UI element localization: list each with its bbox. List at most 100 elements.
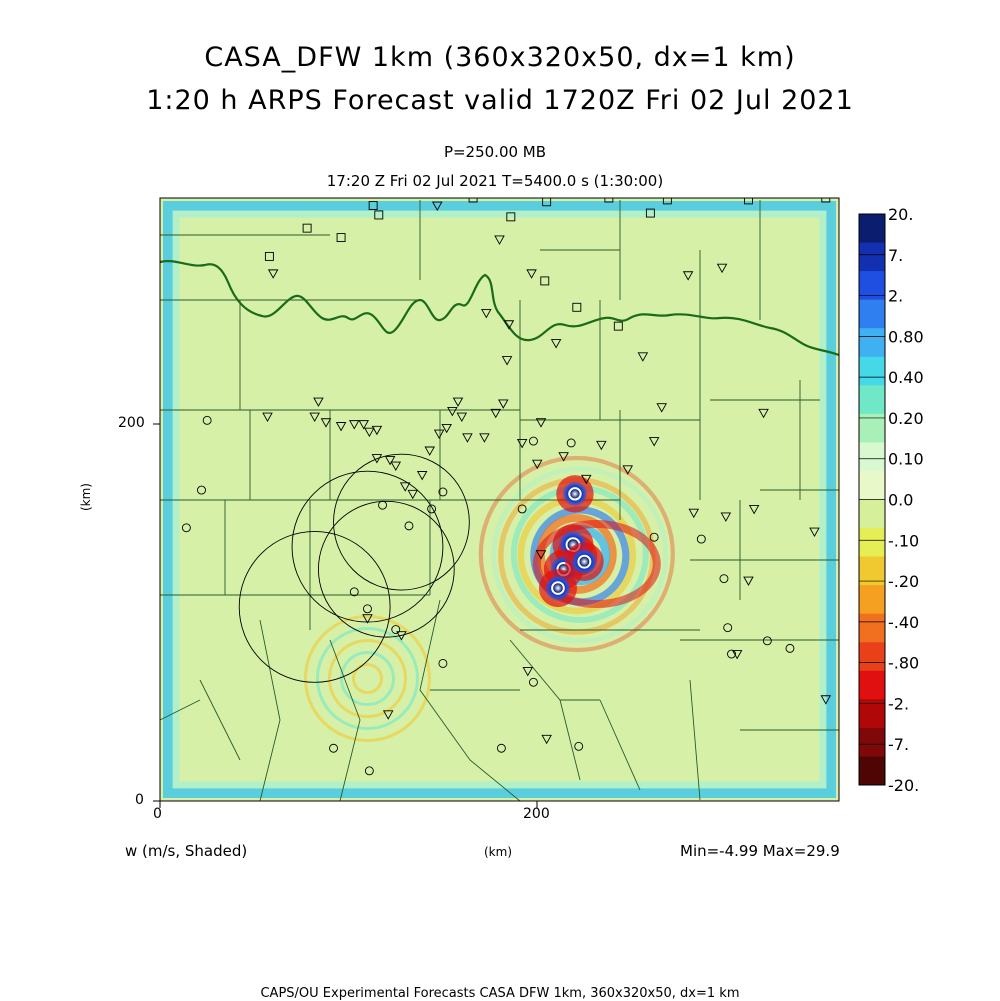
- station-marker-circle: [517, 504, 527, 514]
- station-marker-circle: [496, 743, 506, 753]
- station-marker-triangle: [596, 440, 607, 451]
- radar-range-ring: [317, 500, 455, 638]
- station-marker-triangle: [371, 454, 383, 464]
- station-marker-triangle: [541, 734, 552, 745]
- station-marker-circle: [378, 500, 388, 510]
- colorbar-label: 0.0: [888, 491, 913, 510]
- colorbar-segment: [859, 470, 885, 500]
- station-marker-triangle: [416, 471, 428, 481]
- station-marker-circle: [391, 625, 401, 634]
- station-marker-square: [744, 198, 753, 205]
- station-marker-circle: [727, 649, 736, 659]
- station-marker-triangle: [335, 422, 347, 432]
- colorbar-segment: [859, 613, 885, 643]
- station-marker-circle: [696, 534, 706, 544]
- x-tick-label-200: 200: [523, 806, 550, 822]
- station-marker-circle: [349, 587, 359, 597]
- station-marker-triangle: [731, 650, 743, 660]
- station-marker-triangle: [580, 474, 592, 485]
- station-marker-triangle: [531, 459, 543, 470]
- chart-title-line2: 1:20 h ARPS Forecast valid 1720Z Fri 02 …: [146, 85, 854, 116]
- pressure-level-label: P=250.00 MB: [443, 143, 547, 161]
- station-marker-triangle: [648, 437, 660, 447]
- wave-arc: [532, 520, 661, 609]
- station-marker-triangle: [362, 614, 373, 624]
- station-marker-square: [302, 223, 312, 233]
- wave-ring: [478, 455, 675, 653]
- station-marker-square: [613, 321, 623, 331]
- station-marker-triangle: [656, 403, 667, 413]
- station-marker-triangle: [526, 269, 537, 279]
- station-marker-triangle: [743, 576, 754, 586]
- radar-range-ring: [333, 453, 470, 591]
- wave-ring-west: [303, 615, 431, 743]
- station-marker-square: [506, 212, 516, 222]
- station-marker-circle: [785, 643, 795, 653]
- colorbar-label: -.20: [888, 572, 919, 591]
- station-marker-triangle: [382, 710, 394, 720]
- station-marker-triangle: [522, 667, 534, 677]
- radar-range-ring: [238, 531, 391, 683]
- colorbar-segment: [859, 499, 885, 529]
- plot-area: [160, 198, 839, 801]
- station-marker-triangle: [682, 271, 694, 281]
- colorbar-label: 0.20: [888, 409, 924, 428]
- station-marker-triangle: [267, 269, 279, 279]
- station-marker-triangle: [809, 527, 820, 537]
- station-marker-triangle: [262, 412, 273, 423]
- station-marker-circle: [566, 438, 576, 448]
- wave-ring-west: [315, 627, 419, 731]
- y-tick-label-0: 0: [135, 792, 144, 808]
- station-marker-triangle: [456, 412, 468, 423]
- station-marker-triangle: [622, 465, 634, 475]
- colorbar-label: -.40: [888, 613, 919, 632]
- storm-cell: [544, 575, 571, 602]
- station-marker-triangle: [748, 504, 760, 515]
- storm-cell: [571, 548, 598, 575]
- station-marker-square: [468, 198, 478, 203]
- station-marker-triangle: [716, 263, 728, 274]
- station-marker-triangle: [820, 695, 832, 705]
- station-marker-triangle: [481, 308, 492, 319]
- station-marker-triangle: [535, 418, 547, 428]
- station-marker-triangle: [313, 397, 324, 407]
- station-marker-circle: [649, 532, 659, 542]
- colorbar-segment: [859, 727, 885, 757]
- station-marker-triangle: [494, 235, 505, 245]
- boundary-damping-zone-inner: [172, 210, 827, 789]
- wave-ring-west: [351, 663, 383, 695]
- y-tick-label-200: 200: [118, 415, 145, 431]
- station-marker-circle: [438, 658, 448, 668]
- station-marker-triangle: [390, 461, 402, 471]
- station-marker-circle: [427, 504, 437, 514]
- colorbar-segment: [859, 413, 885, 443]
- station-marker-triangle: [688, 508, 700, 519]
- station-marker-square: [645, 208, 655, 218]
- station-marker-triangle: [371, 425, 383, 436]
- station-marker-triangle: [399, 482, 411, 492]
- station-marker-triangle: [441, 423, 452, 434]
- station-marker-triangle: [433, 429, 445, 439]
- station-marker-triangle: [501, 356, 513, 366]
- colorbar-segment: [859, 214, 885, 244]
- boundary-damping-zone: [163, 201, 836, 798]
- station-marker-triangle: [490, 408, 501, 419]
- station-marker-circle: [202, 415, 212, 425]
- station-marker-circle: [197, 485, 206, 495]
- colorbar: 20. 7. 2. 0.80 0.40 0.20 0.10 0.0 -.10 -.20 -.40 -.…: [858, 205, 924, 795]
- station-marker-circle: [438, 487, 448, 497]
- colorbar-label: -20.: [888, 776, 919, 795]
- station-marker-triangle: [452, 397, 464, 407]
- station-marker-circle: [363, 604, 372, 614]
- station-marker-triangle: [498, 399, 509, 409]
- station-marker-triangle: [320, 418, 332, 428]
- colorbar-segment: [859, 585, 885, 615]
- colorbar-segment: [859, 699, 885, 729]
- plot-frame: [159, 197, 840, 802]
- chart-title-line1: CASA_DFW 1km (360x320x50, dx=1 km): [204, 42, 796, 73]
- y-axis-unit: (km): [79, 482, 94, 512]
- colorbar-segment: [859, 528, 885, 558]
- station-marker-circle: [329, 743, 338, 753]
- colorbar-label: 0.80: [888, 327, 924, 346]
